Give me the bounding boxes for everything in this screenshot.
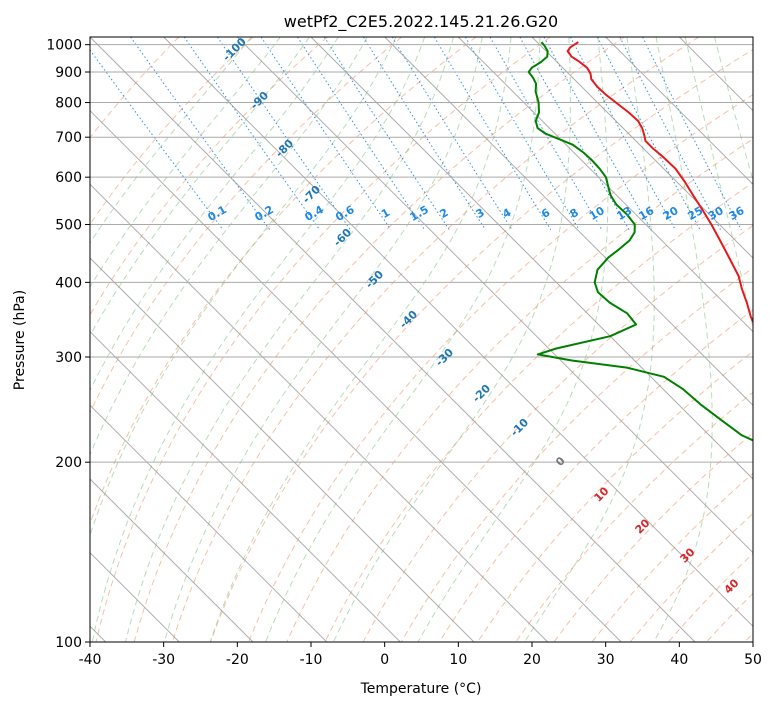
dry-adiabat bbox=[400, 267, 753, 642]
y-axis-label: Pressure (hPa) bbox=[12, 290, 28, 390]
y-tick-label: 1000 bbox=[46, 38, 82, 54]
x-tick-label: -30 bbox=[152, 652, 175, 668]
x-tick-label: 10 bbox=[449, 652, 467, 668]
isotherm-line bbox=[457, 37, 753, 333]
mixing-ratio-line bbox=[642, 37, 742, 230]
dry-adiabat bbox=[95, 37, 551, 642]
isotherm-line bbox=[90, 109, 622, 642]
moist-adiabat bbox=[91, 37, 426, 642]
mixing-ratio-line bbox=[391, 37, 513, 230]
dry-adiabat bbox=[362, 224, 753, 642]
isotherm-line bbox=[163, 37, 753, 628]
dry-adiabat bbox=[248, 93, 753, 642]
y-tick-label: 100 bbox=[55, 635, 82, 651]
y-tick-label: 700 bbox=[55, 130, 82, 146]
x-tick-label: 40 bbox=[670, 652, 688, 668]
y-axis-ticks: 100 200 300 400 500 600 700 800 900 1000 bbox=[46, 38, 90, 651]
isotherm-line bbox=[90, 330, 401, 642]
dry-adiabat bbox=[90, 37, 328, 316]
dry-adiabat bbox=[90, 37, 477, 525]
moist-adiabat bbox=[163, 37, 483, 642]
isotherm-line bbox=[90, 404, 328, 642]
dry-adiabat bbox=[171, 37, 700, 642]
moist-adiabat bbox=[90, 37, 368, 456]
y-tick-label: 200 bbox=[55, 455, 82, 471]
moist-adiabat bbox=[684, 37, 753, 331]
mixing-ratio-line bbox=[260, 37, 392, 230]
isotherm-line bbox=[90, 478, 254, 642]
dry-adiabat bbox=[209, 48, 753, 642]
x-tick-label: -10 bbox=[300, 652, 323, 668]
isotherm-line bbox=[236, 37, 753, 554]
background-lines bbox=[90, 37, 753, 642]
x-axis-label: Temperature (°C) bbox=[360, 681, 482, 697]
grid-lines bbox=[90, 37, 753, 642]
moist-adiabat bbox=[332, 37, 571, 642]
y-tick-label: 300 bbox=[55, 350, 82, 366]
x-tick-label: -20 bbox=[226, 652, 249, 668]
plot-frame bbox=[89, 36, 754, 643]
dry-adiabat bbox=[90, 37, 403, 414]
x-tick-label: 30 bbox=[597, 652, 615, 668]
isotherm-line bbox=[310, 37, 753, 480]
mixing-ratio-line bbox=[619, 37, 721, 230]
y-tick-label: 900 bbox=[55, 65, 82, 81]
dry-adiabat bbox=[476, 350, 753, 642]
dry-adiabat bbox=[438, 309, 753, 642]
moist-adiabat bbox=[90, 37, 252, 244]
temperature-line bbox=[566, 41, 753, 324]
x-axis-ticks: -40 -30 -20 -10 0 10 20 30 40 50 bbox=[79, 642, 762, 668]
mixing-ratio-line bbox=[323, 37, 450, 230]
mixing-ratio-line bbox=[130, 37, 271, 230]
dry-adiabat bbox=[324, 181, 753, 642]
moist-adiabat bbox=[714, 37, 753, 183]
x-tick-label: 50 bbox=[744, 652, 762, 668]
chart-title: wetPf2_C2E5.2022.145.21.26.G20 bbox=[284, 12, 558, 32]
dry-adiabat bbox=[629, 512, 753, 642]
dry-adiabat bbox=[286, 138, 753, 642]
isotherm-line bbox=[90, 257, 475, 642]
x-tick-label: -40 bbox=[79, 652, 102, 668]
moist-adiabat bbox=[90, 37, 281, 288]
x-tick-label: 0 bbox=[380, 652, 389, 668]
isotherm-line bbox=[90, 37, 696, 642]
mixing-ratio-line bbox=[596, 37, 701, 230]
moist-adiabat bbox=[209, 37, 512, 642]
mixing-ratio-line bbox=[216, 37, 351, 230]
dry-adiabat bbox=[591, 472, 753, 642]
series-lines bbox=[527, 41, 753, 442]
isotherm-line bbox=[384, 37, 753, 407]
mixing-ratio-line bbox=[297, 37, 426, 230]
moist-adiabat bbox=[653, 37, 713, 642]
y-tick-label: 500 bbox=[55, 217, 82, 233]
y-tick-label: 600 bbox=[55, 170, 82, 186]
dry-adiabat bbox=[90, 37, 254, 226]
moist-adiabat bbox=[417, 37, 609, 642]
moist-adiabat bbox=[90, 37, 310, 337]
mixing-ratio-line bbox=[464, 37, 580, 230]
moist-adiabat bbox=[265, 37, 541, 642]
isotherm-line bbox=[90, 183, 549, 642]
moist-adiabat bbox=[524, 37, 655, 642]
mixing-ratio-line bbox=[362, 37, 486, 230]
dry-adiabat bbox=[133, 37, 625, 642]
isotherm-line bbox=[605, 37, 753, 186]
moist-adiabat bbox=[125, 37, 454, 642]
dewpoint-line bbox=[527, 41, 753, 442]
x-tick-label: 20 bbox=[523, 652, 541, 668]
mixing-ratio-line bbox=[183, 37, 321, 230]
y-tick-label: 400 bbox=[55, 275, 82, 291]
isotherm-line bbox=[531, 37, 753, 259]
dry-adiabat bbox=[515, 391, 753, 642]
mixing-ratio-line bbox=[569, 37, 676, 230]
mixing-ratio-line bbox=[90, 49, 224, 230]
y-tick-label: 800 bbox=[55, 96, 82, 112]
moist-adiabat bbox=[90, 37, 339, 392]
